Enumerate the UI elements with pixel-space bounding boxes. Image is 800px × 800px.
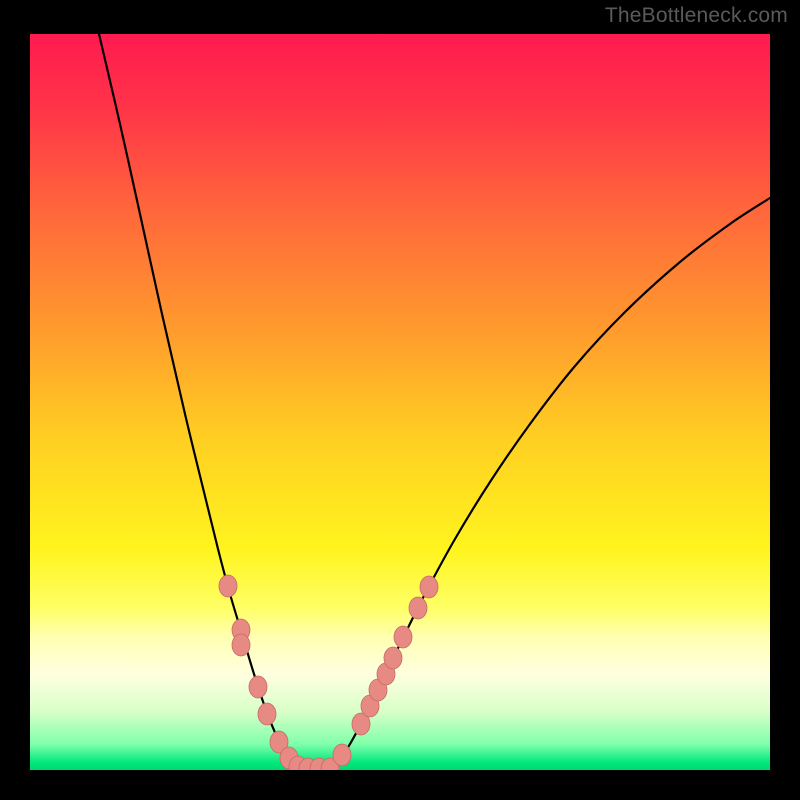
marker-point: [249, 676, 267, 698]
marker-point: [232, 634, 250, 656]
marker-point: [333, 744, 351, 766]
marker-point: [394, 626, 412, 648]
right-curve: [328, 198, 770, 770]
left-curve: [99, 34, 305, 770]
marker-point: [219, 575, 237, 597]
marker-point: [384, 647, 402, 669]
watermark-text: TheBottleneck.com: [605, 4, 788, 28]
curve-layer: [30, 34, 770, 770]
bottleneck-chart-figure: TheBottleneck.com: [0, 0, 800, 800]
plot-area: [30, 34, 770, 770]
marker-point: [409, 597, 427, 619]
marker-point: [420, 576, 438, 598]
marker-point: [258, 703, 276, 725]
marker-layer: [219, 575, 438, 770]
